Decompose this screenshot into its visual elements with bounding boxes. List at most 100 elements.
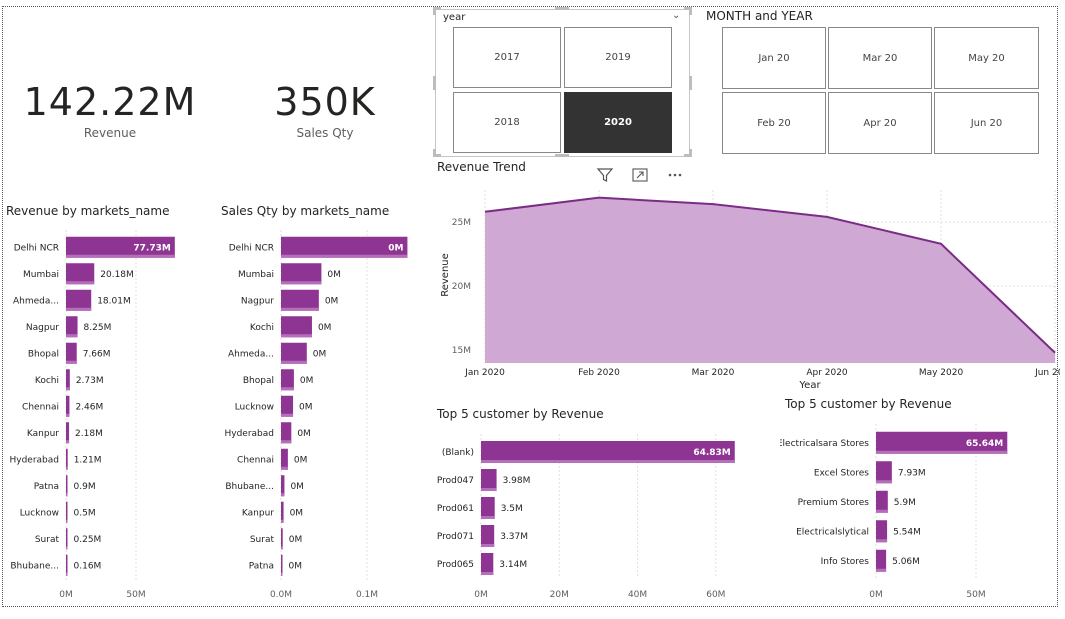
bar[interactable] — [66, 422, 70, 444]
resize-handle[interactable] — [433, 7, 441, 10]
bar[interactable] — [481, 525, 495, 547]
resize-handle[interactable] — [689, 7, 692, 15]
bar-shadow[interactable] — [281, 360, 307, 364]
bar[interactable] — [281, 422, 292, 444]
revenue-trend-chart[interactable]: 15M 20M 25M Jan 2020 Feb 2020 Mar 2020 Apr 202… — [435, 185, 1060, 395]
bar[interactable] — [876, 461, 892, 484]
month-tile-jan[interactable]: Jan 20 — [722, 27, 826, 89]
sales-qty-by-market-chart[interactable]: 0.0M 0.1M Delhi NCR 0M Mumbai 0M Nagpur 0M Kochi… — [215, 228, 430, 608]
bar[interactable] — [281, 342, 307, 364]
resize-handle[interactable] — [433, 149, 436, 157]
bar[interactable] — [66, 369, 70, 391]
bar-shadow[interactable] — [281, 519, 284, 523]
top5-products-chart[interactable]: 0M 20M 40M 60M (Blank) 64.83M Prod047 3.98M Prod… — [435, 425, 775, 605]
year-tile-2018[interactable]: 2018 — [453, 92, 561, 153]
bar[interactable] — [66, 395, 70, 417]
resize-handle[interactable] — [689, 76, 692, 90]
bar[interactable] — [481, 553, 494, 575]
bar[interactable] — [281, 501, 284, 523]
bar-shadow[interactable] — [281, 334, 312, 338]
top5-customers-chart[interactable]: 0M 50M Electricalsara Stores 65.64M Excel St… — [780, 418, 1055, 605]
year-tile-2020[interactable]: 2020 — [564, 92, 672, 153]
bar-shadow[interactable] — [876, 480, 892, 484]
resize-handle[interactable] — [684, 154, 692, 157]
bar-shadow[interactable] — [66, 254, 175, 258]
resize-handle[interactable] — [433, 154, 441, 157]
month-tile-mar[interactable]: Mar 20 — [828, 27, 932, 89]
resize-handle[interactable] — [555, 154, 569, 157]
revenue-card[interactable]: 142.22M Revenue — [20, 80, 200, 140]
bar-shadow[interactable] — [876, 450, 1008, 454]
bar-shadow[interactable] — [281, 281, 322, 285]
bar[interactable] — [281, 369, 294, 391]
revenue-by-market-chart[interactable]: 0M 50M Delhi NCR 77.73M Mumbai 20.18M Ahmeda..… — [0, 228, 215, 608]
bar-shadow[interactable] — [66, 440, 70, 444]
bar-shadow[interactable] — [481, 516, 495, 519]
bar-shadow[interactable] — [281, 546, 283, 550]
bar-shadow[interactable] — [281, 493, 285, 497]
bar[interactable] — [66, 528, 68, 550]
bar-shadow[interactable] — [481, 488, 497, 491]
filter-icon[interactable] — [594, 164, 616, 186]
bar[interactable] — [66, 236, 175, 258]
bar[interactable] — [281, 395, 294, 417]
bar[interactable] — [876, 549, 887, 572]
bar-shadow[interactable] — [281, 466, 288, 470]
focus-mode-icon[interactable] — [629, 164, 651, 186]
bar[interactable] — [876, 490, 888, 513]
year-tile-2017[interactable]: 2017 — [453, 27, 561, 88]
bar[interactable] — [66, 316, 78, 338]
bar[interactable] — [281, 528, 283, 550]
bar-shadow[interactable] — [66, 546, 68, 550]
bar-shadow[interactable] — [481, 460, 735, 463]
bar[interactable] — [66, 448, 68, 470]
bar-shadow[interactable] — [281, 387, 294, 391]
area-fill[interactable] — [485, 197, 1055, 363]
bar[interactable] — [876, 520, 888, 543]
bar-shadow[interactable] — [281, 440, 292, 444]
bar[interactable] — [281, 263, 322, 285]
bar-shadow[interactable] — [66, 307, 92, 311]
resize-handle[interactable] — [555, 7, 569, 10]
resize-handle[interactable] — [433, 76, 436, 90]
bar-shadow[interactable] — [66, 466, 68, 470]
bar-shadow[interactable] — [66, 413, 70, 417]
month-tile-jun[interactable]: Jun 20 — [934, 92, 1039, 154]
bar[interactable] — [281, 289, 319, 311]
bar-shadow[interactable] — [876, 568, 887, 572]
bar[interactable] — [66, 289, 92, 311]
bar-shadow[interactable] — [481, 572, 494, 575]
bar[interactable] — [281, 554, 283, 576]
bar[interactable] — [281, 236, 408, 258]
bar-shadow[interactable] — [876, 539, 888, 543]
more-options-icon[interactable] — [664, 164, 686, 186]
bar[interactable] — [66, 475, 68, 497]
month-tile-feb[interactable]: Feb 20 — [722, 92, 826, 154]
bar-shadow[interactable] — [281, 307, 319, 311]
bar[interactable] — [66, 342, 77, 364]
bar-shadow[interactable] — [66, 334, 78, 338]
bar-shadow[interactable] — [281, 572, 283, 576]
month-tile-may[interactable]: May 20 — [934, 27, 1039, 89]
bar[interactable] — [66, 263, 95, 285]
bar-shadow[interactable] — [281, 254, 408, 258]
bar-shadow[interactable] — [281, 413, 294, 417]
bar[interactable] — [66, 501, 68, 523]
bar[interactable] — [66, 554, 68, 576]
chevron-down-icon[interactable]: ⌄ — [672, 10, 681, 21]
bar-shadow[interactable] — [876, 509, 888, 513]
bar-shadow[interactable] — [66, 281, 95, 285]
bar[interactable] — [481, 469, 497, 491]
bar-shadow[interactable] — [66, 572, 68, 576]
year-tile-2019[interactable]: 2019 — [564, 27, 672, 88]
bar[interactable] — [481, 441, 735, 463]
bar-shadow[interactable] — [66, 493, 68, 497]
bar-shadow[interactable] — [66, 360, 77, 364]
series-line[interactable] — [484, 196, 1056, 354]
bar-shadow[interactable] — [481, 544, 495, 547]
bar[interactable] — [876, 431, 1008, 454]
bar[interactable] — [481, 497, 495, 519]
bar[interactable] — [281, 316, 312, 338]
resize-handle[interactable] — [433, 7, 436, 15]
bar[interactable] — [281, 475, 285, 497]
